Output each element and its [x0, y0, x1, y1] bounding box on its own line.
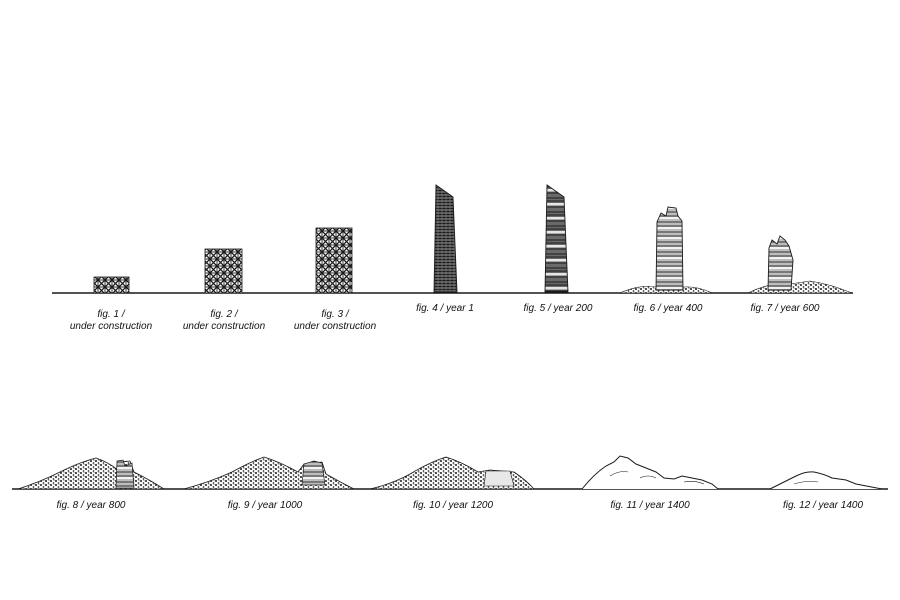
hill-outline-icon	[769, 471, 883, 490]
figure-caption: fig. 3 / under construction	[294, 309, 376, 333]
figure-caption: fig. 11 / year 1400	[610, 500, 689, 512]
rubble-mound-icon	[183, 456, 355, 490]
tower-icon	[544, 184, 569, 293]
caption-line1: fig. 11 / year 1400	[610, 500, 690, 511]
scaffold-tower-icon	[315, 227, 353, 294]
rubble-mound-icon	[17, 457, 166, 490]
figure-caption: fig. 5 / year 200	[524, 303, 593, 315]
caption-line1: fig. 7 / year 600	[750, 303, 820, 314]
caption-line1: fig. 6 / year 400	[633, 303, 703, 314]
figure-caption: fig. 4 / year 1	[416, 303, 474, 315]
scaffold-tower-icon	[204, 248, 243, 294]
figure-caption: fig. 12 / year 1400	[783, 500, 863, 512]
caption-line2: under construction	[293, 321, 377, 332]
ruined-tower-icon	[619, 206, 713, 294]
caption-line2: under construction	[69, 321, 153, 332]
rubble-mound-icon	[369, 456, 535, 490]
figure-caption: fig. 8 / year 800	[57, 500, 126, 512]
figure-caption: fig. 7 / year 600	[751, 303, 820, 315]
caption-line1: fig. 2 /	[210, 309, 238, 320]
figure-caption: fig. 1 / under construction	[70, 309, 152, 333]
figure-caption: fig. 10 / year 1200	[413, 500, 493, 512]
scaffold-tower-icon	[93, 276, 130, 294]
caption-line1: fig. 10 / year 1200	[412, 500, 494, 511]
caption-line1: fig. 4 / year 1	[416, 303, 474, 314]
caption-line2: under construction	[182, 321, 266, 332]
caption-line1: fig. 1 /	[97, 309, 125, 320]
figure-caption: fig. 2 / under construction	[183, 309, 265, 333]
caption-line1: fig. 9 / year 1000	[227, 500, 303, 511]
caption-line1: fig. 12 / year 1400	[782, 500, 864, 511]
tower-icon	[433, 184, 458, 293]
caption-line1: fig. 3 /	[321, 309, 349, 320]
ruined-tower-icon	[747, 235, 853, 294]
caption-line1: fig. 5 / year 200	[523, 303, 593, 314]
hill-outline-icon	[581, 455, 719, 490]
caption-line1: fig. 8 / year 800	[56, 500, 126, 511]
figure-caption: fig. 9 / year 1000	[228, 500, 303, 512]
figure-caption: fig. 6 / year 400	[634, 303, 703, 315]
